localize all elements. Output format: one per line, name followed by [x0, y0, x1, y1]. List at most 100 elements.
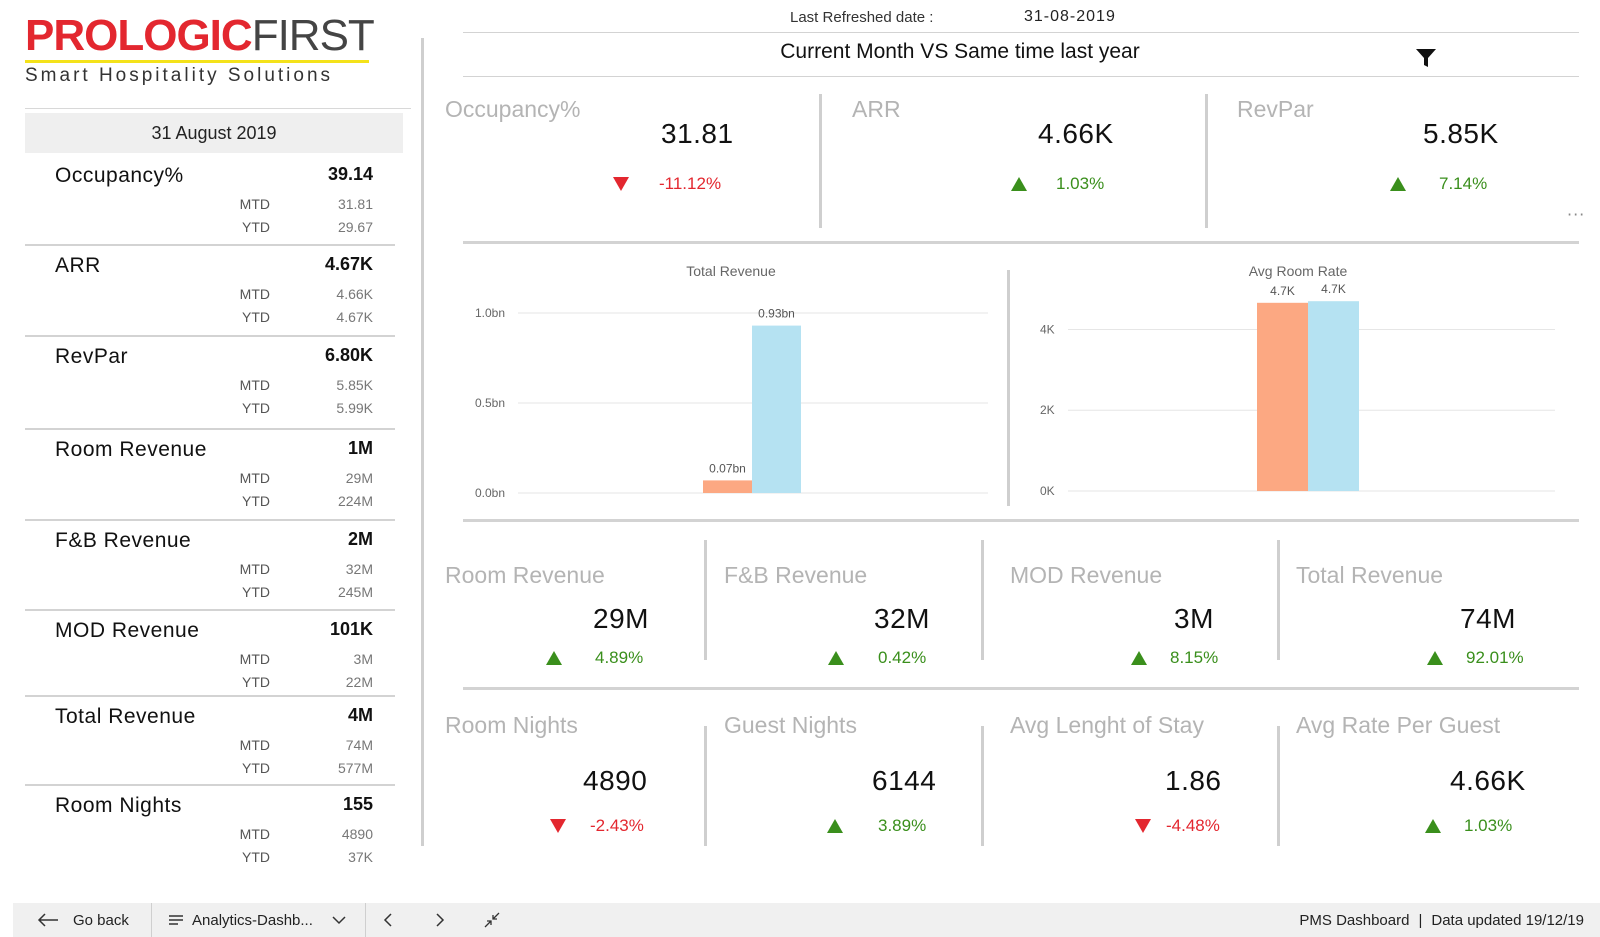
kpi-title: F&B Revenue: [724, 562, 868, 588]
left-metric-row: F&B Revenue 2M MTD 32M YTD 245M: [25, 525, 395, 611]
previous-page-button[interactable]: [381, 903, 395, 937]
kpi-card: Total Revenue 74M 92.01%: [1296, 562, 1576, 672]
comparison-subtitle: Current Month VS Same time last year: [780, 40, 1140, 63]
more-options-icon[interactable]: ···: [1567, 205, 1586, 224]
kpi-card: RevPar 5.85K 7.14%: [1237, 96, 1577, 226]
y-tick-label: 4K: [1040, 322, 1055, 336]
go-back-button[interactable]: Go back: [37, 903, 129, 937]
triangle-up-icon: [827, 819, 843, 833]
kpi-title: Total Revenue: [1296, 562, 1444, 588]
chart-title: Total Revenue: [686, 263, 776, 279]
metric-name: F&B Revenue: [55, 529, 192, 552]
bar[interactable]: [703, 480, 752, 493]
kpi-title: Occupancy%: [445, 96, 581, 122]
logo-brand-light: FIRST: [251, 11, 375, 60]
metric-mtd-value: 4890: [341, 826, 373, 842]
metric-mtd-value: 31.81: [337, 196, 373, 212]
metric-ytd-value: 37K: [348, 849, 373, 865]
bottom-toolbar: Go back Analytics-Dashb... PMS Dashboard…: [13, 903, 1600, 937]
page-menu-dropdown[interactable]: Analytics-Dashb...: [168, 903, 347, 937]
next-page-button[interactable]: [433, 903, 447, 937]
metric-mtd-value: 74M: [345, 737, 373, 753]
metric-value: 4.67K: [324, 254, 373, 274]
kpi-value: 6144: [872, 765, 937, 796]
kpi-card: Avg Lenght of Stay 1.86 -4.48%: [1010, 712, 1270, 835]
bar[interactable]: [1257, 302, 1308, 491]
kpi-card: Occupancy% 31.81 -11.12%: [445, 96, 815, 226]
bar[interactable]: [1308, 301, 1359, 491]
kpi-value: 4.66K: [1038, 118, 1114, 149]
left-metric-row: RevPar 6.80K MTD 5.85K YTD 5.99K: [25, 341, 395, 430]
kpi-value: 4890: [583, 765, 648, 796]
row2-divider: [463, 687, 1579, 690]
left-metric-row: MOD Revenue 101K MTD 3M YTD 22M: [25, 615, 395, 697]
metric-ytd-value: 245M: [337, 584, 373, 600]
kpi-title: ARR: [852, 96, 901, 122]
logo-brand-bold: PROLOGIC: [25, 11, 253, 60]
menu-lines-icon: [169, 915, 183, 925]
left-metric-row: Total Revenue 4M MTD 74M YTD 577M: [25, 701, 395, 786]
ytd-label: YTD: [242, 400, 270, 416]
metric-mtd-value: 5.85K: [336, 377, 373, 393]
fit-to-page-button[interactable]: [483, 903, 501, 937]
triangle-down-icon: [550, 819, 566, 833]
y-tick-label: 1.0bn: [475, 306, 505, 320]
y-tick-label: 0.0bn: [475, 486, 505, 500]
triangle-up-icon: [1390, 177, 1406, 191]
chart-title: Avg Room Rate: [1249, 263, 1348, 279]
mtd-label: MTD: [239, 470, 270, 486]
kpi-title: RevPar: [1237, 96, 1314, 122]
kpi-separator: [704, 540, 707, 660]
bar-data-label: 0.93bn: [758, 307, 795, 321]
kpi-separator: [1277, 540, 1280, 660]
kpi-separator: [981, 726, 984, 846]
company-logo: PROLOGICFIRST Smart Hospitality Solution…: [25, 14, 375, 87]
kpi-change: 92.01%: [1466, 648, 1524, 667]
vertical-divider: [421, 38, 424, 846]
chart-separator: [1007, 270, 1010, 506]
kpi-change: 0.42%: [878, 648, 927, 667]
triangle-down-icon: [613, 177, 629, 191]
metric-ytd-value: 4.67K: [336, 309, 373, 325]
header-divider-top: [463, 32, 1579, 33]
kpi-change: 3.89%: [878, 816, 927, 835]
page-menu-label: Analytics-Dashb...: [192, 911, 313, 929]
kpi-card: Room Nights 4890 -2.43%: [445, 712, 705, 835]
kpi-separator: [1205, 94, 1208, 228]
mtd-label: MTD: [239, 826, 270, 842]
kpi-card: Avg Rate Per Guest 4.66K 1.03%: [1296, 712, 1576, 835]
total-revenue-chart: Total Revenue 0.0bn 0.5bn 1.0bn 0.07bn 0.93bn: [475, 263, 988, 500]
metric-value: 39.14: [327, 164, 373, 184]
filter-icon[interactable]: [1414, 46, 1438, 70]
bar-data-label: 0.07bn: [709, 461, 746, 475]
kpi-change: 4.89%: [595, 648, 644, 667]
ytd-label: YTD: [242, 219, 270, 235]
kpi-separator: [981, 540, 984, 660]
kpi-value: 4.66K: [1450, 765, 1526, 796]
kpi-title: MOD Revenue: [1010, 562, 1163, 588]
triangle-up-icon: [1011, 177, 1027, 191]
y-tick-label: 0.5bn: [475, 396, 505, 410]
kpi-separator: [819, 94, 822, 228]
y-tick-label: 2K: [1040, 403, 1055, 417]
kpi-separator: [704, 726, 707, 846]
kpi-card: F&B Revenue 32M 0.42%: [724, 562, 984, 672]
logo-wordmark: PROLOGICFIRST: [25, 14, 375, 58]
kpi-change: -2.43%: [590, 816, 644, 835]
metric-name: ARR: [55, 254, 101, 277]
metric-name: MOD Revenue: [55, 619, 200, 642]
bar[interactable]: [752, 325, 801, 493]
metric-mtd-value: 4.66K: [336, 286, 373, 302]
metric-value: 101K: [329, 619, 373, 639]
kpi-change: 1.03%: [1056, 174, 1105, 193]
kpi-value: 29M: [593, 603, 649, 634]
metric-ytd-value: 29.67: [337, 219, 373, 235]
kpi-value: 32M: [874, 603, 930, 634]
mtd-label: MTD: [239, 561, 270, 577]
ytd-label: YTD: [242, 760, 270, 776]
status-separator: |: [1418, 911, 1423, 929]
chevron-down-icon: [332, 916, 346, 925]
arrow-left-icon: [37, 913, 58, 927]
charts-divider: [463, 519, 1579, 522]
triangle-up-icon: [546, 651, 562, 665]
